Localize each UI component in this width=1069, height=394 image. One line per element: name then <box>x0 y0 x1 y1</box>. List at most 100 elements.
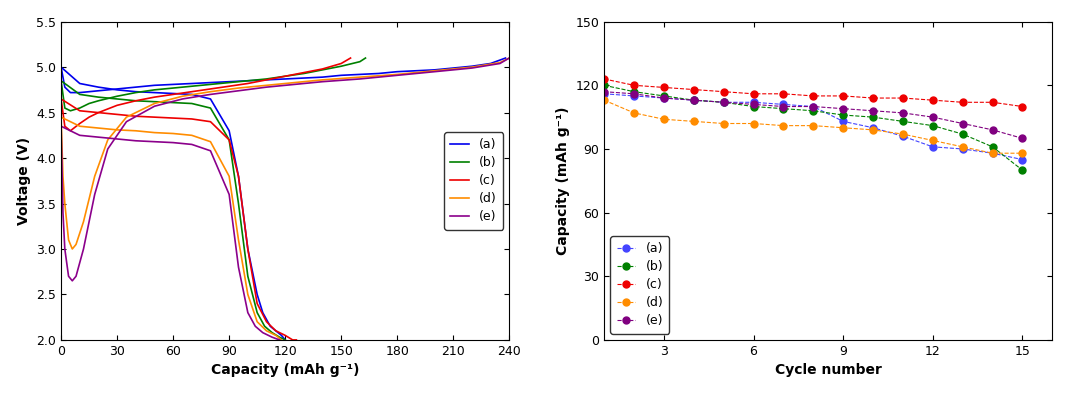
(e) <box>598 89 610 94</box>
(a) <box>269 329 282 333</box>
(b) <box>867 115 880 119</box>
(d) <box>1016 151 1028 156</box>
(e) <box>807 104 820 109</box>
(b) <box>204 106 217 110</box>
(a) <box>275 333 288 338</box>
(d) <box>987 151 1000 156</box>
(a) <box>232 174 245 178</box>
(a) <box>111 87 124 92</box>
(d) <box>55 115 67 119</box>
(e) <box>628 91 640 96</box>
(c) <box>232 174 245 178</box>
(a) <box>657 96 670 100</box>
(a) <box>185 92 198 97</box>
Line: (d): (d) <box>61 117 281 340</box>
(a) <box>92 85 105 89</box>
Line: (b): (b) <box>601 82 1026 174</box>
(a) <box>837 119 850 124</box>
Y-axis label: Voltage (V): Voltage (V) <box>17 137 31 225</box>
(c) <box>251 301 264 306</box>
(c) <box>897 96 910 100</box>
(e) <box>1016 136 1028 141</box>
(e) <box>927 115 940 119</box>
(e) <box>129 138 142 143</box>
(d) <box>275 338 288 342</box>
(e) <box>687 98 700 102</box>
Line: (d): (d) <box>601 97 1026 157</box>
(b) <box>1016 168 1028 173</box>
(d) <box>242 292 254 297</box>
(c) <box>987 100 1000 105</box>
(c) <box>279 333 292 338</box>
(b) <box>74 92 87 97</box>
(e) <box>92 135 105 139</box>
(c) <box>167 116 180 121</box>
(e) <box>777 104 790 109</box>
(b) <box>266 330 279 335</box>
(b) <box>657 93 670 98</box>
(a) <box>55 65 67 69</box>
(d) <box>269 333 282 338</box>
(b) <box>167 100 180 105</box>
(b) <box>717 100 730 105</box>
(b) <box>687 98 700 102</box>
(e) <box>74 133 87 138</box>
Line: (e): (e) <box>61 126 280 340</box>
(c) <box>290 338 303 342</box>
(e) <box>167 140 180 145</box>
(e) <box>55 124 67 128</box>
(d) <box>687 119 700 124</box>
(a) <box>717 100 730 105</box>
(d) <box>185 133 198 138</box>
(e) <box>222 192 235 197</box>
(a) <box>167 91 180 96</box>
(a) <box>807 104 820 109</box>
(d) <box>807 123 820 128</box>
(b) <box>55 78 67 83</box>
Y-axis label: Capacity (mAh g⁻¹): Capacity (mAh g⁻¹) <box>556 106 570 255</box>
(b) <box>897 119 910 124</box>
(e) <box>717 100 730 105</box>
(d) <box>747 121 760 126</box>
(c) <box>717 89 730 94</box>
(a) <box>957 147 970 151</box>
(d) <box>167 131 180 136</box>
(e) <box>837 106 850 111</box>
(a) <box>687 98 700 102</box>
(c) <box>242 247 254 251</box>
(d) <box>897 132 910 136</box>
(c) <box>148 115 160 119</box>
(e) <box>257 330 269 335</box>
(c) <box>129 114 142 119</box>
(c) <box>269 329 282 333</box>
(d) <box>867 128 880 132</box>
(d) <box>148 130 160 135</box>
(a) <box>897 134 910 139</box>
Line: (a): (a) <box>61 67 285 340</box>
(a) <box>628 93 640 98</box>
Line: (c): (c) <box>61 99 296 340</box>
(d) <box>837 125 850 130</box>
Line: (c): (c) <box>601 76 1026 110</box>
(e) <box>249 324 262 329</box>
(c) <box>628 83 640 88</box>
(d) <box>251 320 264 324</box>
(e) <box>657 96 670 100</box>
(b) <box>777 106 790 111</box>
(c) <box>55 97 67 101</box>
(b) <box>232 201 245 206</box>
(a) <box>222 128 235 133</box>
(a) <box>777 102 790 107</box>
(e) <box>867 108 880 113</box>
(c) <box>598 76 610 81</box>
(e) <box>747 102 760 107</box>
(d) <box>204 139 217 144</box>
(a) <box>867 125 880 130</box>
Legend: (a), (b), (c), (d), (e): (a), (b), (c), (d), (e) <box>444 132 503 230</box>
(a) <box>1016 157 1028 162</box>
(c) <box>204 119 217 124</box>
(a) <box>204 97 217 101</box>
(e) <box>987 128 1000 132</box>
(e) <box>274 338 286 342</box>
(c) <box>222 138 235 142</box>
